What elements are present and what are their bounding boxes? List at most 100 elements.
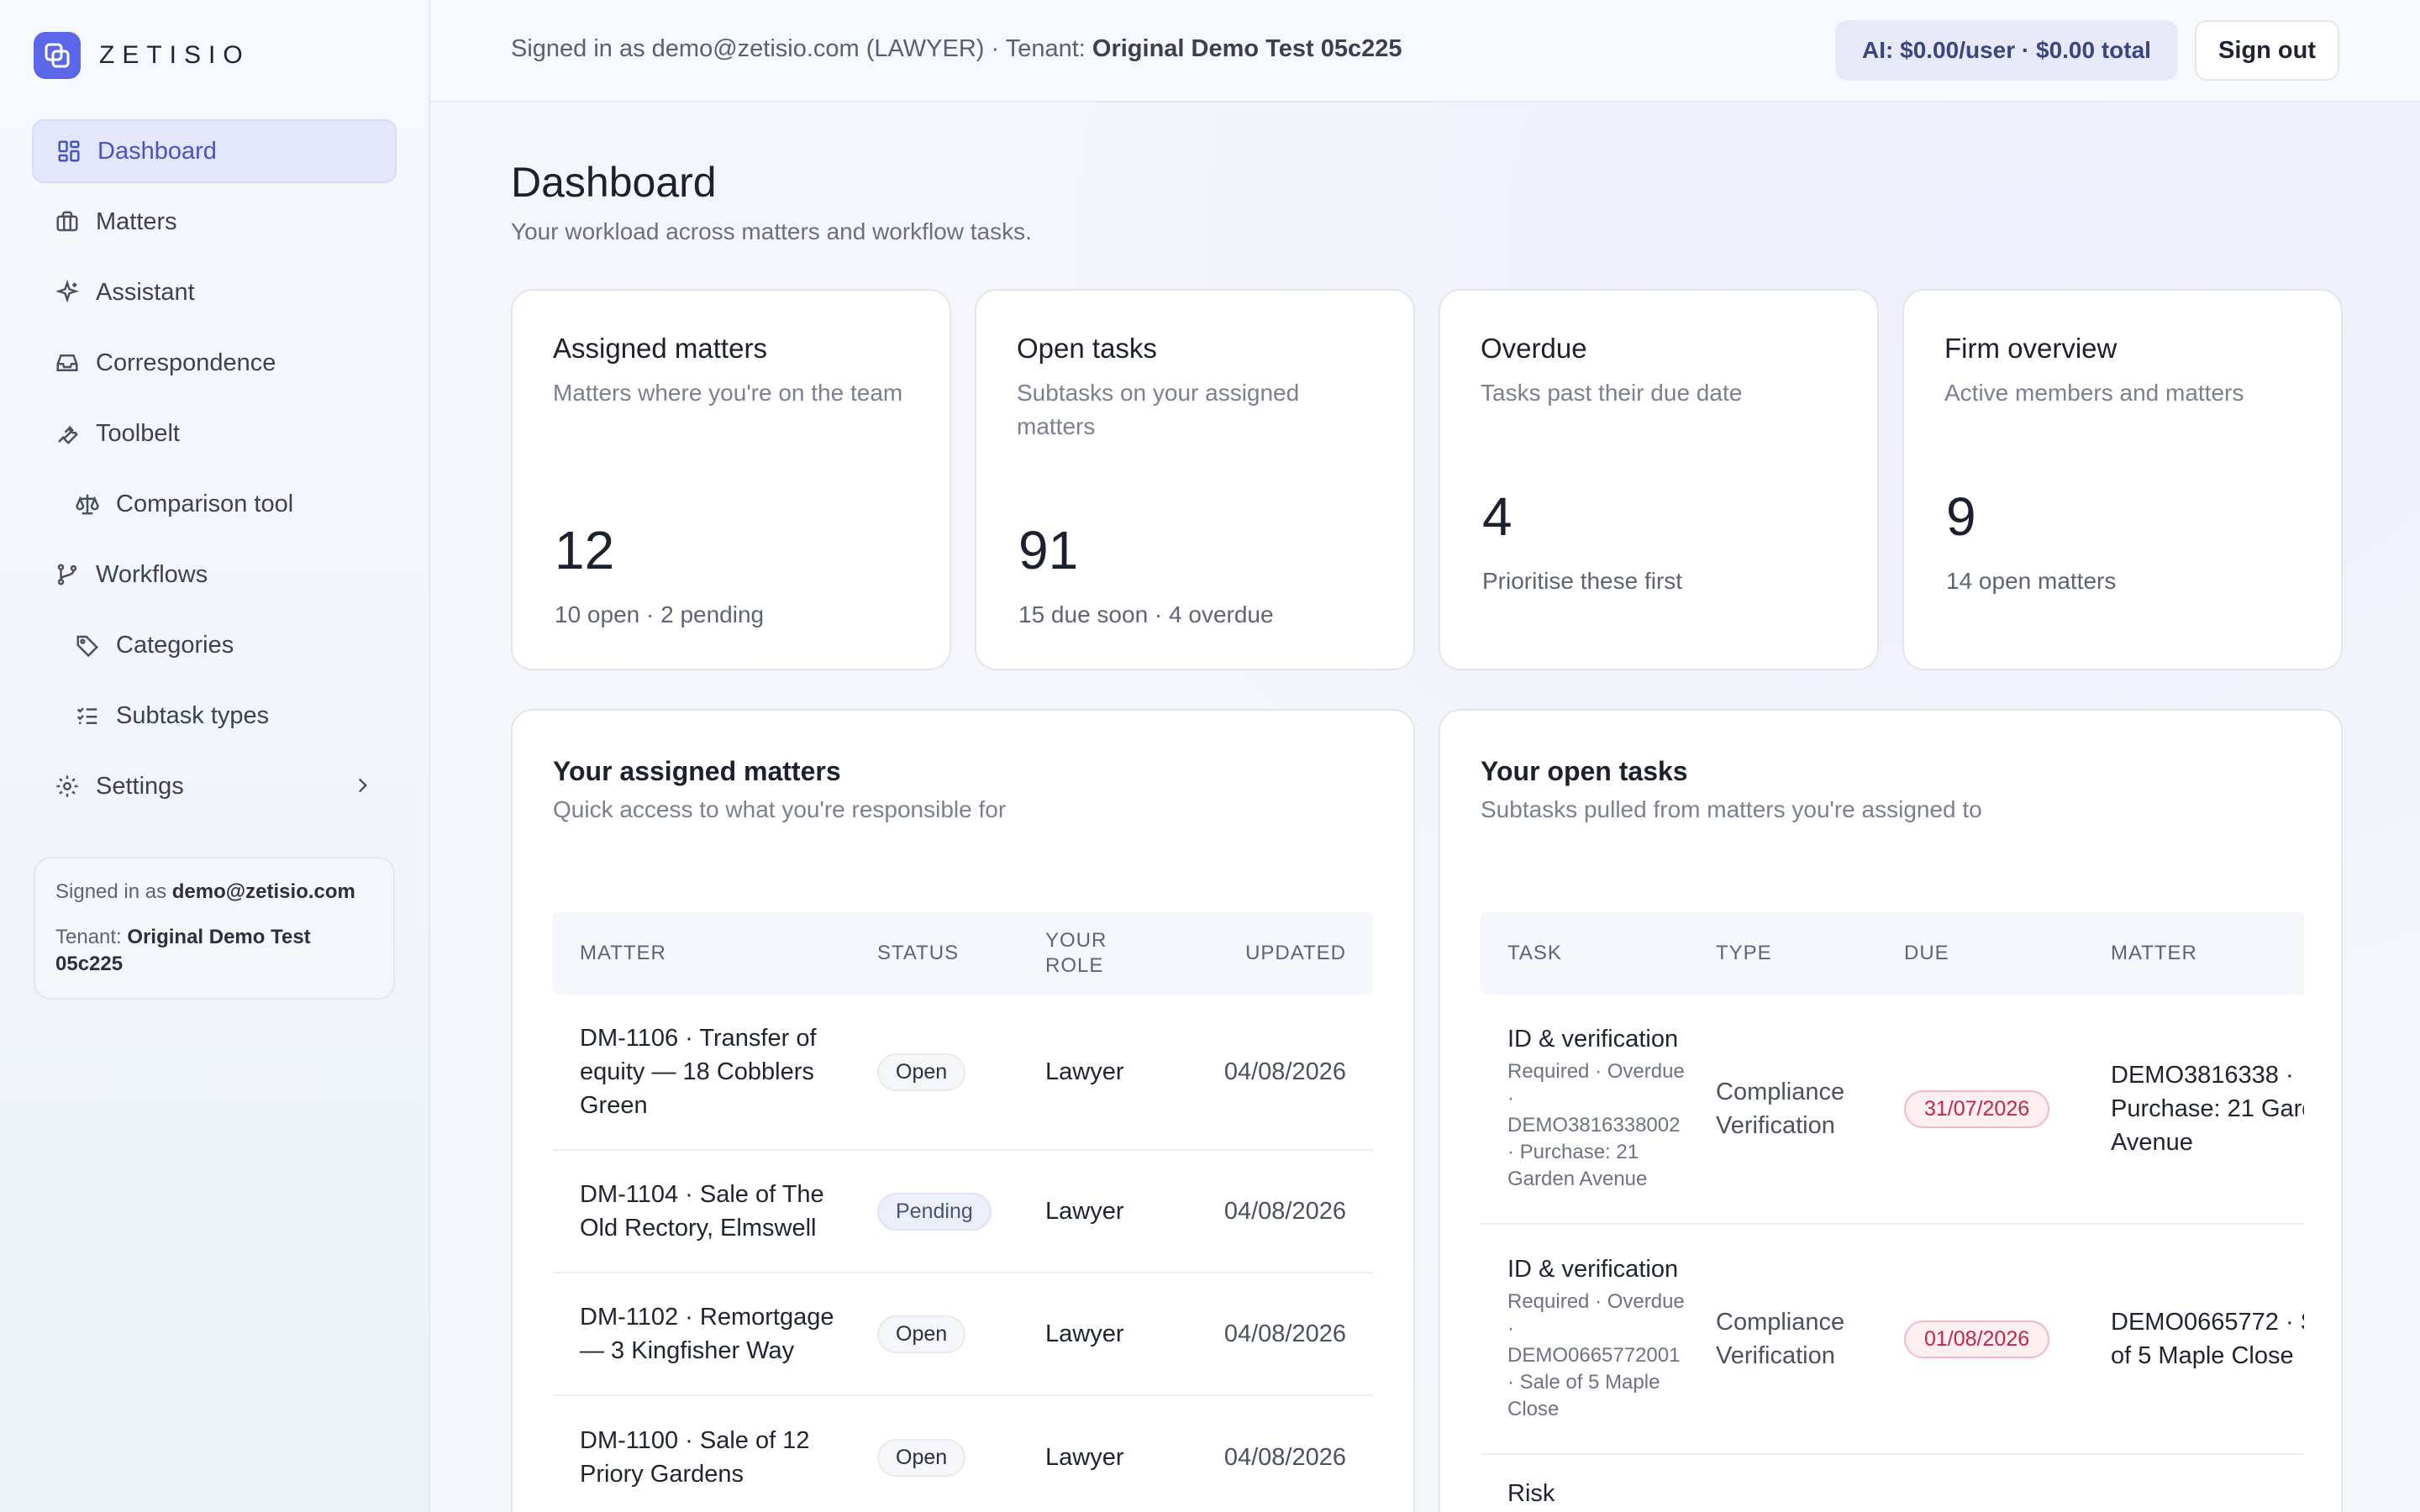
stat-card-overdue[interactable]: Overdue Tasks past their due date 4 Prio… <box>1439 289 1879 670</box>
task-name: ID & verification <box>1507 1025 1679 1053</box>
sign-out-button[interactable]: Sign out <box>2195 20 2339 81</box>
role-cell: Lawyer <box>1045 1320 1124 1347</box>
matter-cell[interactable]: DEMO0665772 · Sale of 5 Maple Close <box>2111 1309 2304 1369</box>
status-badge: Open <box>877 1053 966 1091</box>
stat-card-open-tasks[interactable]: Open tasks Subtasks on your assigned mat… <box>975 289 1415 670</box>
task-meta-line: DEMO0665772001 <box>1507 1343 1681 1367</box>
status-badge: Open <box>877 1438 966 1477</box>
stat-description: Active members and matters <box>1944 380 2244 406</box>
sidebar-item-settings[interactable]: Settings <box>32 754 397 818</box>
table-row[interactable]: DM-1106 · Transfer of equity — 18 Cobble… <box>553 995 1373 1151</box>
sidebar-item-toolbelt[interactable]: Toolbelt <box>32 402 397 465</box>
briefcase-icon <box>54 208 81 235</box>
column-header-type[interactable]: TYPE <box>1716 942 1772 964</box>
task-name[interactable]: Risk <box>1507 1480 1555 1507</box>
sidebar-item-comparison-tool[interactable]: Comparison tool <box>32 472 397 536</box>
updated-cell: 04/08/2026 <box>1223 1197 1346 1225</box>
inbox-icon <box>54 349 81 376</box>
brand[interactable]: ZETISIO <box>34 32 250 79</box>
task-meta-line: Garden Avenue <box>1507 1167 1648 1190</box>
table-row[interactable]: DM-1102 · Remortgage — 3 Kingfisher Way … <box>553 1273 1373 1396</box>
stat-title: Open tasks <box>1017 333 1157 364</box>
tasks-table: TASK TYPE DUE MATTER ID & verification R… <box>1481 912 2304 1512</box>
sidebar-item-label: Correspondence <box>96 349 276 376</box>
task-meta-line: Close <box>1507 1397 1560 1420</box>
tenant-prefix: Tenant: <box>55 926 122 948</box>
table-row[interactable]: ID & verification Required · Overdue · D… <box>1481 1225 2304 1455</box>
column-header-due[interactable]: DUE <box>1904 942 1949 964</box>
wrench-icon <box>54 420 81 447</box>
tag-icon <box>74 632 101 659</box>
sidebar-item-subtask-types[interactable]: Subtask types <box>32 684 397 748</box>
stat-value: 12 <box>555 520 615 580</box>
stat-value: 4 <box>1482 486 1512 547</box>
sidebar-item-label: Workflows <box>96 560 208 588</box>
task-meta-line: Required · Overdue <box>1507 1059 1685 1083</box>
stat-footnote: 15 due soon · 4 overdue <box>1018 601 1274 627</box>
list-checks-icon <box>74 702 101 729</box>
stat-footnote: Prioritise these first <box>1482 568 1683 594</box>
tenant-line: Tenant: Original Demo Test 05c225 <box>55 924 373 978</box>
tenant-name: Original Demo Test 05c225 <box>55 926 311 975</box>
sidebar-item-label: Comparison tool <box>116 490 294 517</box>
column-header-updated[interactable]: UPDATED <box>1245 942 1346 964</box>
matter-cell[interactable]: DM-1102 · Remortgage — 3 Kingfisher Way <box>580 1304 834 1364</box>
role-cell: Lawyer <box>1045 1058 1124 1085</box>
column-header-task[interactable]: TASK <box>1507 942 1562 964</box>
task-name: ID & verification <box>1507 1255 1679 1283</box>
task-cell[interactable]: ID & verification Required · Overdue · D… <box>1481 1256 1716 1423</box>
table-row[interactable]: Risk <box>1481 1455 2304 1512</box>
task-meta: Required · Overdue · DEMO3816338002 · Pu… <box>1507 1058 1716 1193</box>
due-badge: 01/08/2026 <box>1904 1320 2050 1358</box>
session-tenant: Original Demo Test 05c225 <box>1092 35 1402 62</box>
page-title: Dashboard <box>511 159 717 206</box>
open-tasks-panel: Your open tasks Subtasks pulled from mat… <box>1439 709 2343 1512</box>
matter-cell[interactable]: DM-1100 · Sale of 12 Priory Gardens <box>580 1427 810 1488</box>
role-cell: Lawyer <box>1045 1197 1124 1225</box>
column-header-matter[interactable]: MATTER <box>580 942 666 964</box>
sidebar-item-dashboard[interactable]: Dashboard <box>32 119 397 183</box>
chevron-right-icon[interactable] <box>351 774 373 796</box>
sidebar-item-label: Settings <box>96 772 184 800</box>
table-row[interactable]: DM-1104 · Sale of The Old Rectory, Elmsw… <box>553 1151 1373 1273</box>
signed-in-email: demo@zetisio.com <box>171 880 355 903</box>
task-meta-line: DEMO3816338002 <box>1507 1113 1681 1137</box>
updated-cell: 04/08/2026 <box>1223 1443 1346 1471</box>
matter-cell[interactable]: DEMO3816338 · Purchase: 21 Garden Avenue <box>2111 1062 2304 1156</box>
matter-cell[interactable]: DM-1104 · Sale of The Old Rectory, Elmsw… <box>580 1181 824 1242</box>
stat-title: Firm overview <box>1944 333 2118 364</box>
session-info: Signed in as demo@zetisio.com (LAWYER) ·… <box>511 35 1402 63</box>
matter-cell[interactable]: DM-1106 · Transfer of equity — 18 Cobble… <box>580 1025 817 1119</box>
task-meta: Required · Overdue · DEMO0665772001 · Sa… <box>1507 1289 1716 1423</box>
column-header-matter[interactable]: MATTER <box>2111 942 2197 964</box>
task-meta-line: · <box>1507 1316 1514 1340</box>
sidebar-item-categories[interactable]: Categories <box>32 613 397 677</box>
stat-title: Assigned matters <box>553 333 767 364</box>
stat-card-assigned-matters[interactable]: Assigned matters Matters where you're on… <box>511 289 951 670</box>
sidebar-item-matters[interactable]: Matters <box>32 190 397 254</box>
sidebar-item-correspondence[interactable]: Correspondence <box>32 331 397 395</box>
scale-icon <box>74 491 101 517</box>
table-row[interactable]: ID & verification Required · Overdue · D… <box>1481 995 2304 1225</box>
page-subtitle: Your workload across matters and workflo… <box>511 218 1032 244</box>
sidebar-item-label: Matters <box>96 207 177 235</box>
task-cell[interactable]: ID & verification Required · Overdue · D… <box>1481 1026 1716 1193</box>
stat-footnote: 14 open matters <box>1946 568 2117 594</box>
sidebar-item-workflows[interactable]: Workflows <box>32 543 397 606</box>
role-cell: Lawyer <box>1045 1443 1124 1471</box>
sidebar-item-label: Assistant <box>96 278 195 306</box>
signed-in-card: Signed in as demo@zetisio.com Tenant: Or… <box>34 857 395 1000</box>
sidebar-item-assistant[interactable]: Assistant <box>32 260 397 324</box>
due-badge: 31/07/2026 <box>1904 1089 2050 1128</box>
table-row[interactable]: DM-1100 · Sale of 12 Priory Gardens Open… <box>553 1396 1373 1512</box>
brand-name: ZETISIO <box>99 41 250 69</box>
dashboard-icon <box>55 138 82 165</box>
sidebar-item-label: Toolbelt <box>96 419 180 447</box>
stat-footnote: 10 open · 2 pending <box>555 601 765 627</box>
column-header-status[interactable]: STATUS <box>877 942 960 964</box>
column-header-role[interactable]: YOUR ROLE <box>1045 929 1107 977</box>
task-meta-line: · Sale of 5 Maple <box>1507 1370 1660 1394</box>
panel-subtitle: Subtasks pulled from matters you're assi… <box>1481 796 1982 822</box>
updated-cell: 04/08/2026 <box>1223 1320 1346 1347</box>
stat-card-firm-overview[interactable]: Firm overview Active members and matters… <box>1902 289 2343 670</box>
